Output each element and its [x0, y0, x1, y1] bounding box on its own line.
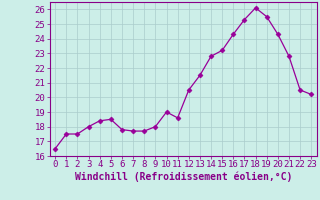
- X-axis label: Windchill (Refroidissement éolien,°C): Windchill (Refroidissement éolien,°C): [75, 172, 292, 182]
